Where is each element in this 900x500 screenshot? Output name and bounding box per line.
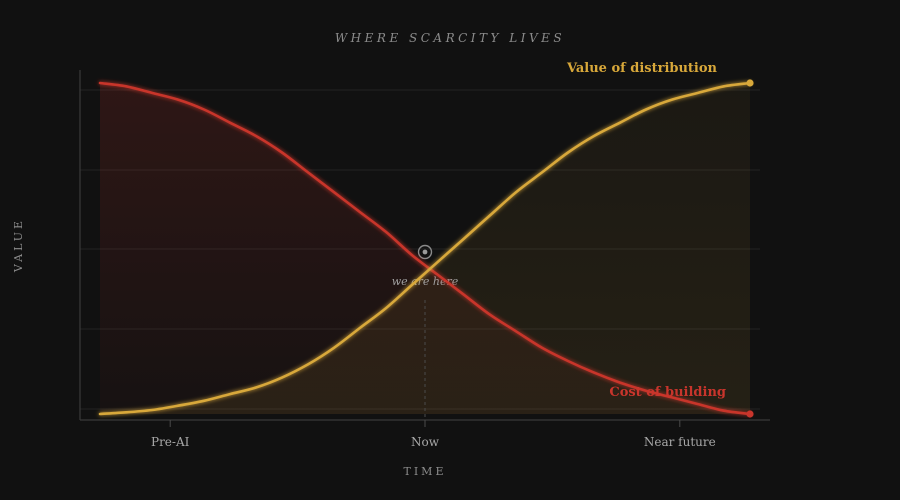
target-marker-ring bbox=[417, 244, 433, 260]
chart-title: WHERE SCARCITY LIVES bbox=[335, 31, 565, 45]
x-tick-label-1: Now bbox=[411, 435, 440, 449]
annotation-label: we are here bbox=[392, 275, 459, 288]
end-point-cost-of-building bbox=[746, 410, 754, 418]
line-cost-of-building bbox=[98, 81, 752, 416]
series-label-cost-of-building: Cost of building bbox=[609, 385, 726, 400]
x-ticks: Pre-AI Now Near future bbox=[151, 420, 716, 449]
series-fills bbox=[100, 83, 750, 414]
y-axis-title: VALUE bbox=[12, 218, 25, 273]
x-tick-label-0: Pre-AI bbox=[151, 435, 190, 449]
end-point-value-of-distribution bbox=[746, 79, 754, 87]
area-cost-of-building bbox=[100, 83, 750, 414]
line-value-of-distribution bbox=[98, 81, 752, 416]
x-axis-title: TIME bbox=[404, 465, 447, 478]
series-lines bbox=[98, 79, 754, 418]
area-value-of-distribution bbox=[100, 83, 750, 414]
x-tick-label-2: Near future bbox=[644, 435, 716, 449]
series-label-value-of-distribution: Value of distribution bbox=[566, 61, 718, 76]
target-marker-dot bbox=[422, 249, 428, 255]
